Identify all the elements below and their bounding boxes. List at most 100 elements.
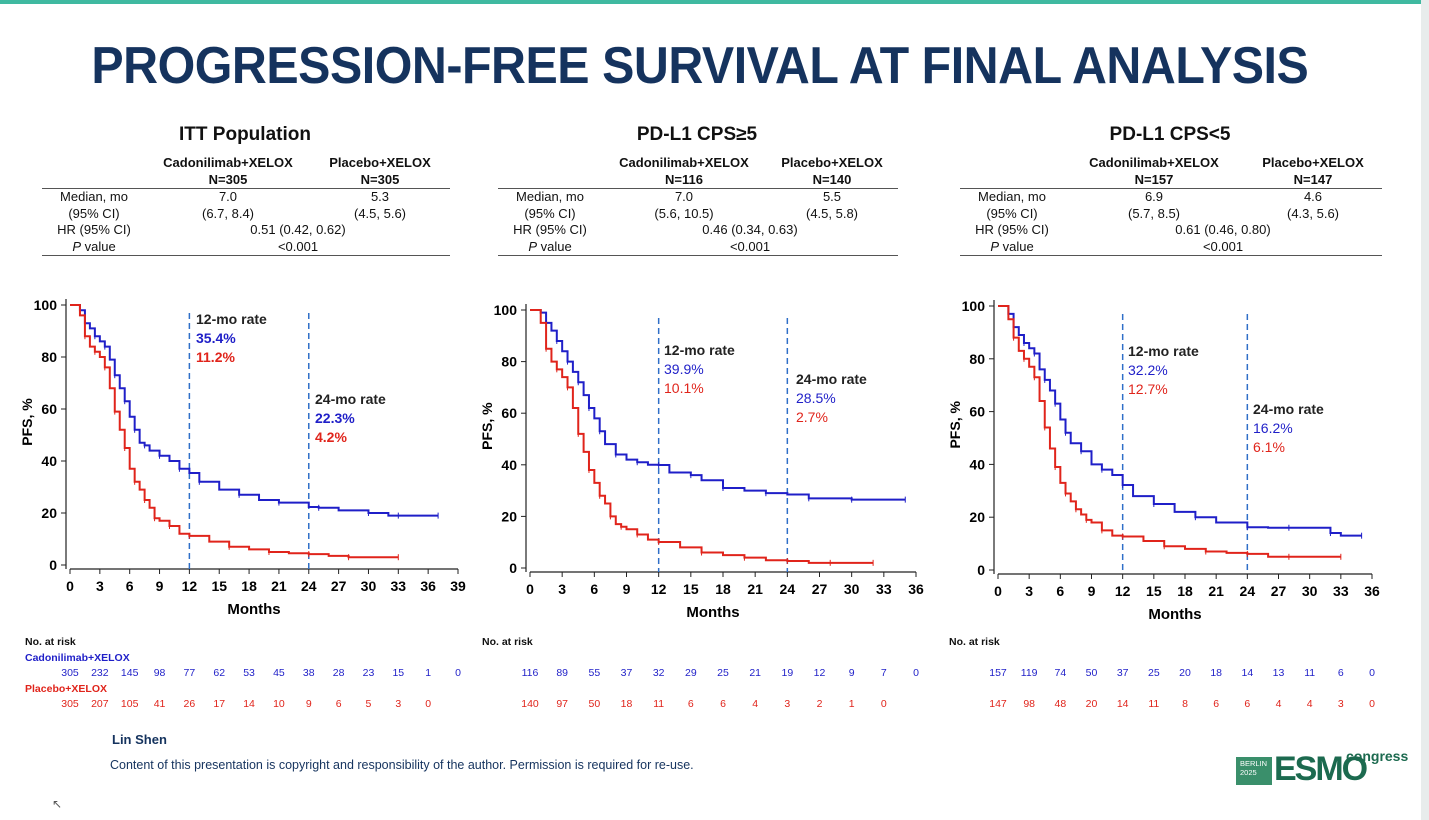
y-tick-label: 40 — [41, 453, 57, 469]
risk-count-arm1: 21 — [749, 667, 761, 679]
x-tick-label: 9 — [1088, 583, 1096, 599]
top-accent-bar — [0, 0, 1429, 4]
x-tick-label: 36 — [420, 578, 436, 594]
x-tick-label: 27 — [331, 578, 347, 594]
y-axis-label: PFS, % — [947, 401, 963, 449]
risk-count-arm2: 305 — [61, 698, 79, 710]
x-tick-label: 6 — [590, 581, 598, 597]
y-tick-label: 20 — [41, 505, 57, 521]
annotation-arm1-rate: 32.2% — [1128, 362, 1168, 378]
x-tick-label: 24 — [780, 581, 796, 597]
annotation-arm1-rate: 28.5% — [796, 390, 836, 406]
risk-count-arm2: 1 — [848, 698, 855, 710]
arm1-header: Cadonilimab+XELOX — [163, 155, 293, 170]
arm2-n: N=147 — [1293, 171, 1333, 187]
risk-count-arm1: 119 — [1020, 667, 1038, 679]
logo-city: BERLIN 2025 — [1236, 757, 1272, 785]
risk-count-arm2: 3 — [1337, 698, 1344, 710]
arm2-ci: (4.5, 5.6) — [353, 205, 407, 221]
mouse-cursor-icon: ↖ — [52, 797, 63, 811]
annotation-arm1-rate: 39.9% — [664, 361, 704, 377]
risk-count-arm2: 0 — [425, 698, 432, 710]
median-label: Median, mo — [42, 188, 146, 206]
risk-count-arm1: 53 — [243, 667, 255, 679]
risk-count-arm1: 29 — [684, 667, 697, 679]
risk-count-arm2: 6 — [335, 698, 342, 710]
km-chart-cps-ge5: 0 3 6 9 12 15 18 21 24 27 30 33 36020406080100Months… — [479, 302, 924, 621]
y-tick-label: 100 — [962, 298, 986, 314]
y-tick-label: 80 — [969, 351, 985, 367]
x-tick-label: 3 — [96, 578, 104, 594]
risk-count-arm1: 0 — [913, 667, 919, 679]
x-axis-label: Months — [1148, 606, 1201, 623]
annotation-arm2-rate: 4.2% — [315, 429, 347, 445]
annotation-24-month: 24-mo rate 28.5% 2.7% — [796, 371, 867, 425]
y-tick-label: 40 — [969, 456, 985, 472]
arm2-ci: (4.3, 5.6) — [1286, 205, 1340, 221]
p-value: <0.001 — [602, 238, 898, 256]
annotation-12-month: 12-mo rate 32.2% 12.7% — [1128, 343, 1199, 397]
risk-count-arm2: 4 — [1275, 698, 1282, 710]
risk-count-arm1: 37 — [620, 667, 633, 679]
risk-count-arm2: 26 — [183, 698, 196, 710]
x-tick-label: 21 — [1208, 583, 1224, 599]
risk-count-arm2: 6 — [1213, 698, 1220, 710]
y-tick-label: 60 — [41, 401, 57, 417]
risk-count-arm2: 0 — [880, 698, 887, 710]
risk-count-arm2: 11 — [1148, 698, 1160, 710]
risk-count-arm2: 2 — [816, 698, 823, 710]
risk-count-arm2: 147 — [989, 698, 1007, 710]
risk-count-arm1: 74 — [1054, 667, 1067, 679]
x-tick-label: 33 — [391, 578, 407, 594]
annotation-arm2-rate: 10.1% — [664, 380, 704, 396]
risk-count-arm1: 19 — [781, 667, 794, 679]
survival-curve — [70, 304, 439, 517]
x-axis-label: Months — [686, 604, 739, 621]
series-cadonilimab — [530, 309, 906, 503]
arm2-median: 5.5 — [766, 188, 898, 206]
annotation-24-month: 24-mo rate 16.2% 6.1% — [1253, 401, 1324, 455]
risk-count-arm1: 305 — [61, 667, 79, 679]
risk-table-cps-lt5: No. at risk 157 119 74 50 37 25 20 18 14 13 11 6 0 147… — [940, 630, 1400, 720]
series-placebo — [998, 305, 1342, 560]
x-tick-label: 0 — [66, 578, 74, 594]
annotation-arm1-rate: 22.3% — [315, 410, 355, 426]
risk-count-arm2: 20 — [1085, 698, 1098, 710]
y-tick-label: 80 — [41, 349, 57, 365]
hr-label: HR (95% CI) — [975, 222, 1049, 237]
annotation-title: 24-mo rate — [1253, 401, 1324, 417]
risk-count-arm2: 105 — [120, 698, 139, 710]
risk-count-arm1: 32 — [652, 667, 665, 679]
annotation-arm2-rate: 6.1% — [1253, 439, 1285, 455]
risk-count-arm1: 28 — [332, 667, 345, 679]
efficacy-table: Cadonilimab+XELOX N=305 Placebo+XELOX N=305… — [42, 155, 450, 256]
panel-title: PD-L1 CPS≥5 — [636, 124, 758, 145]
annotation-title: 12-mo rate — [1128, 343, 1199, 359]
x-tick-label: 21 — [747, 581, 763, 597]
risk-count-arm1: 12 — [813, 667, 826, 679]
risk-count-arm1: 89 — [556, 667, 568, 679]
x-tick-label: 18 — [241, 578, 257, 594]
risk-count-arm2: 14 — [1116, 698, 1129, 710]
copyright-notice: Content of this presentation is copyrigh… — [110, 758, 694, 772]
p-label: P value — [960, 238, 1064, 256]
arm1-header: Cadonilimab+XELOX — [619, 155, 749, 170]
axes: 0 3 6 9 12 15 18 21 24 27 30 33 36020406080100Months… — [947, 298, 1380, 623]
x-tick-label: 39 — [450, 578, 466, 594]
arm2-ci: (4.5, 5.8) — [805, 205, 859, 221]
arm2-n: N=140 — [812, 171, 852, 187]
risk-count-arm2: 11 — [653, 698, 665, 710]
risk-table-itt: No. at risk Cadonilimab+XELOX Placebo+XELO… — [0, 630, 470, 720]
risk-count-arm2: 14 — [243, 698, 255, 710]
arm1-n: N=157 — [1134, 171, 1174, 187]
risk-count-arm1: 157 — [989, 667, 1007, 679]
x-tick-label: 36 — [1364, 583, 1380, 599]
x-tick-label: 18 — [1177, 583, 1193, 599]
risk-count-arm1: 232 — [91, 667, 109, 679]
risk-count-arm1: 98 — [153, 667, 166, 679]
arm2-header: Placebo+XELOX — [1262, 155, 1364, 170]
risk-count-arm1: 38 — [302, 667, 315, 679]
hr-value: 0.46 (0.34, 0.63) — [702, 222, 798, 237]
risk-count-arm1: 11 — [1304, 667, 1316, 679]
hr-value: 0.61 (0.46, 0.80) — [1175, 222, 1271, 237]
